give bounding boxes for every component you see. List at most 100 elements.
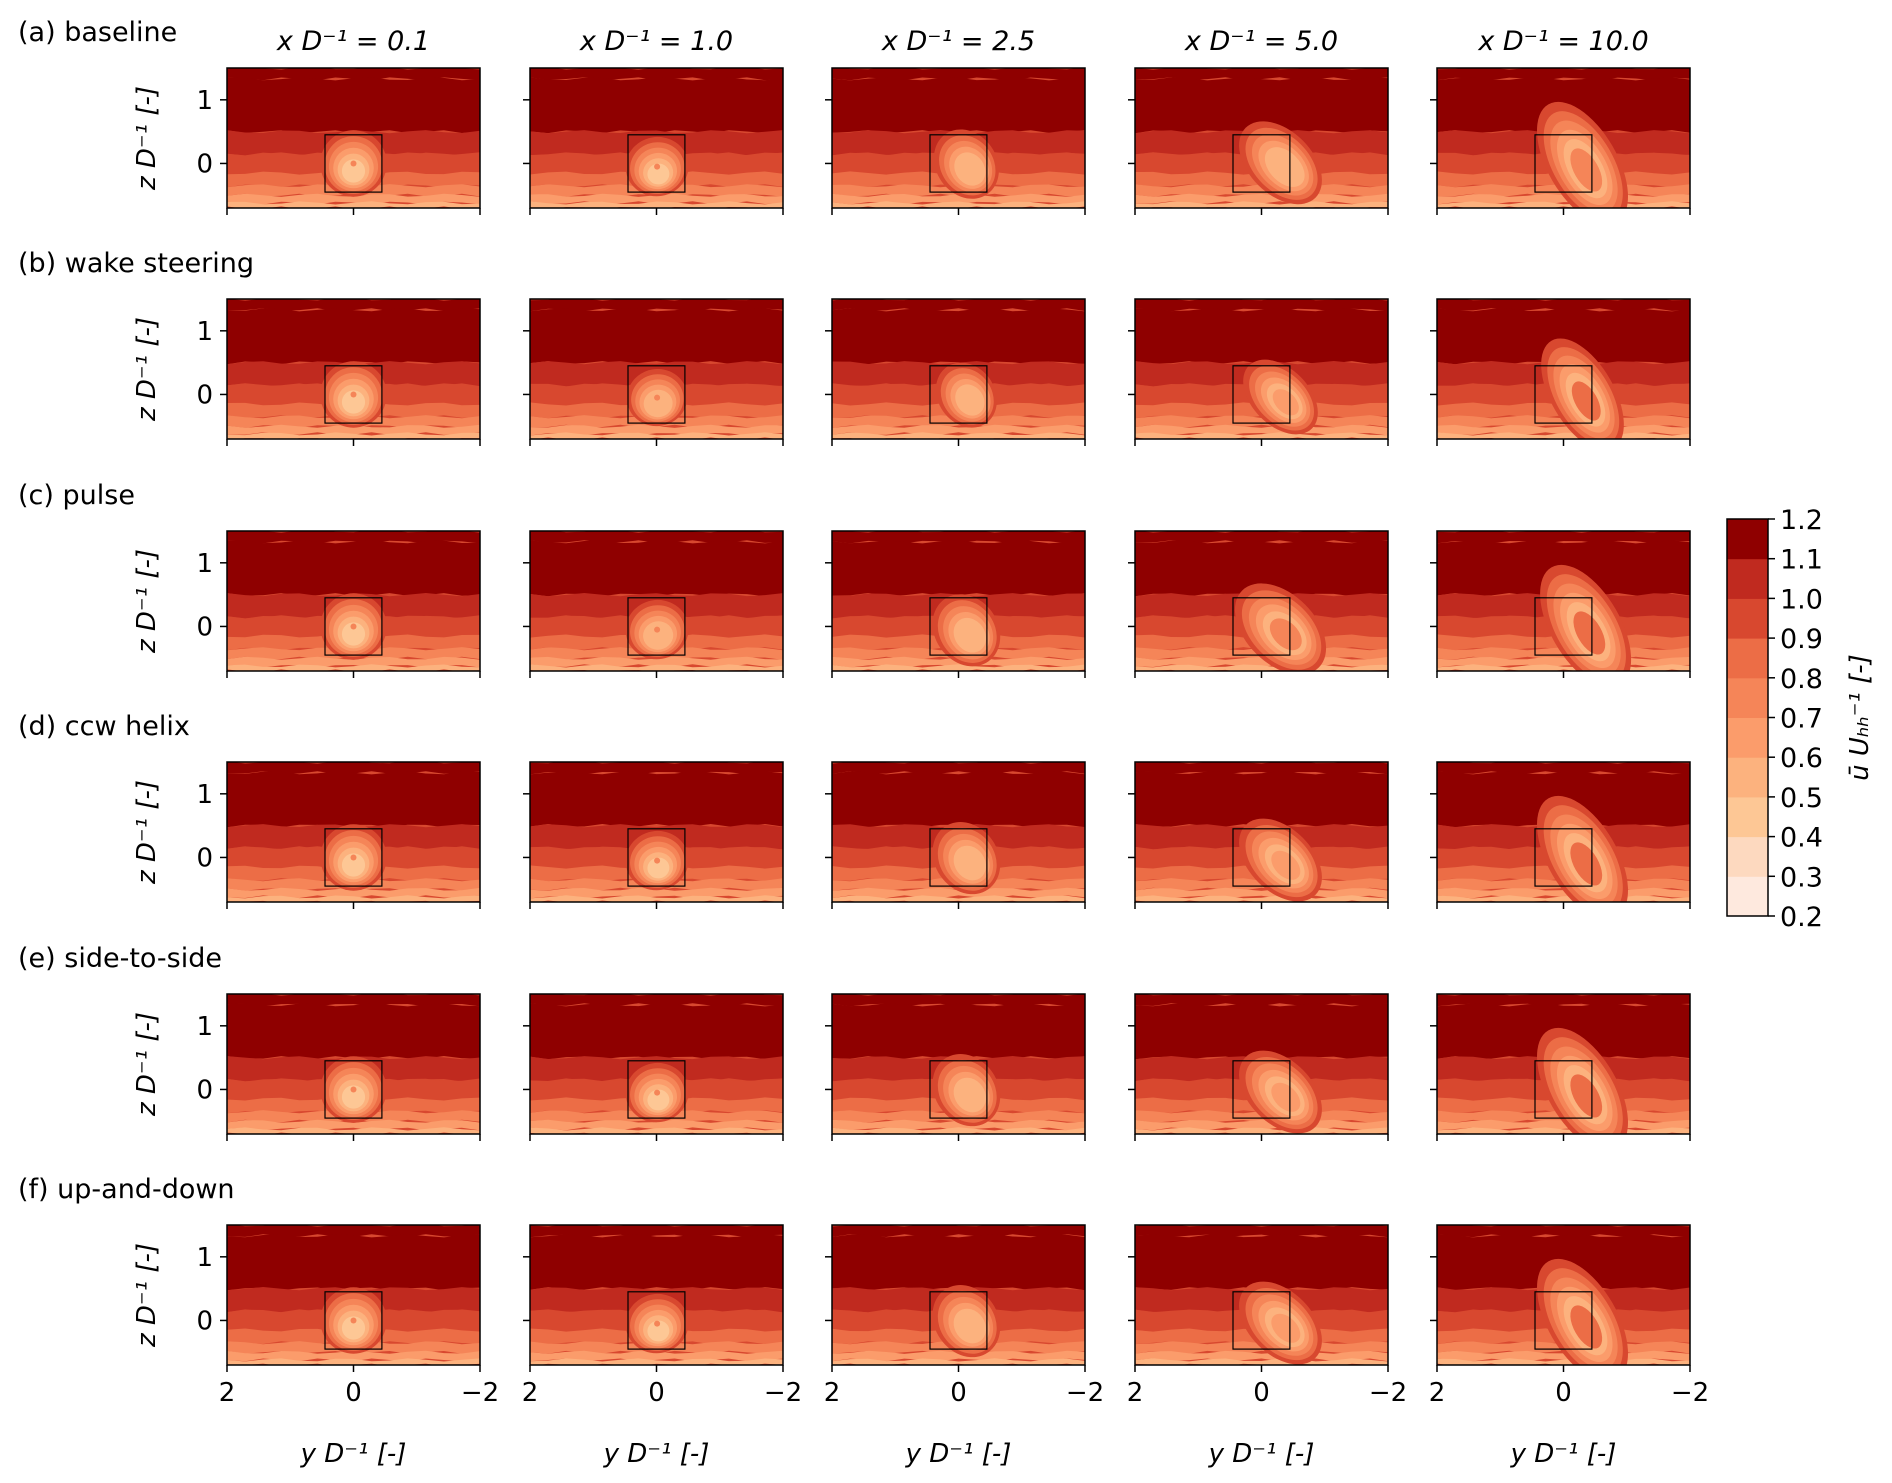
wake-contour-level — [1271, 850, 1301, 880]
inflow-contour-band — [832, 994, 1085, 1007]
rotor-box — [324, 365, 383, 424]
inflow-contour-band — [227, 193, 480, 205]
inflow-contour-band — [227, 994, 480, 1007]
inflow-contour-band — [1135, 184, 1388, 197]
inflow-contour-band — [227, 68, 480, 81]
inflow-contour-band — [530, 887, 783, 899]
inflow-contour-band — [832, 1003, 1085, 1059]
colorbar-segment — [1727, 836, 1768, 877]
rotor-box — [1232, 828, 1291, 887]
wake-contour-level — [1570, 148, 1603, 192]
x-tick-label: −2 — [764, 1378, 802, 1408]
x-tick-label: 2 — [824, 1378, 841, 1408]
wake-contour-level — [647, 857, 670, 879]
wake-contours — [1239, 121, 1322, 205]
hub-marker — [350, 391, 357, 398]
y-tick-label: 1 — [196, 1012, 213, 1042]
inflow-contour-band — [1437, 424, 1690, 435]
contour-fill — [832, 68, 1085, 208]
inflow-contour-band — [530, 664, 783, 671]
rotor-box — [627, 1060, 686, 1119]
contour-panel — [825, 993, 1086, 1141]
y-tick-label: 1 — [196, 549, 213, 579]
inflow-contour-band — [530, 1127, 783, 1134]
y-tick-label: 0 — [196, 149, 213, 179]
wake-contours — [1234, 583, 1327, 671]
x-tick-label: 2 — [522, 1378, 539, 1408]
rotor-box — [929, 134, 988, 193]
rotor-box — [929, 1060, 988, 1119]
hub-marker — [350, 854, 357, 861]
inflow-contour-band — [530, 201, 783, 208]
rotor-box — [627, 597, 686, 656]
wake-contour-level — [958, 851, 983, 877]
colorbar-segment — [1727, 558, 1768, 599]
y-tick-label: 1 — [196, 780, 213, 810]
contour-panel: 10 — [196, 298, 481, 446]
contour-panel — [523, 67, 784, 215]
wake-contour-level — [647, 163, 670, 185]
contour-panel — [1128, 530, 1389, 678]
inflow-contour-band — [1135, 531, 1388, 543]
inflow-contour-band — [1135, 1350, 1388, 1362]
x-axis-label: y D⁻¹ [-] — [300, 1439, 407, 1469]
inflow-contour-band — [1437, 1225, 1690, 1238]
x-tick-label: −2 — [1369, 1378, 1407, 1408]
inflow-contour-band — [1135, 664, 1388, 671]
inflow-contour-band — [530, 531, 783, 543]
wake-contours — [1537, 795, 1628, 902]
contour-fill — [832, 299, 1085, 439]
inflow-contour-band — [227, 664, 480, 671]
contour-fill — [1135, 762, 1388, 902]
contour-panel — [825, 761, 1086, 909]
inflow-contour-band — [832, 531, 1085, 544]
y-tick-label: 0 — [196, 1306, 213, 1336]
inflow-contour-band — [832, 299, 1085, 311]
inflow-contour-band — [1135, 193, 1388, 204]
inflow-contour-band — [832, 1225, 1085, 1237]
inflow-contour-band — [1135, 762, 1388, 775]
hub-marker — [350, 160, 357, 167]
wake-contour-level — [341, 853, 366, 877]
x-tick-label: 0 — [1555, 1378, 1572, 1408]
wake-contour-level — [1570, 1074, 1603, 1118]
inflow-contour-band — [832, 308, 1085, 365]
wake-contour-level — [1271, 153, 1301, 183]
inflow-contour-band — [1135, 540, 1388, 597]
inflow-contour-band — [530, 1225, 783, 1238]
column-title: x D⁻¹ = 5.0 — [1184, 26, 1338, 57]
rotor-box — [1232, 1291, 1291, 1350]
column-title: x D⁻¹ = 2.5 — [881, 26, 1035, 57]
contour-fill — [530, 994, 783, 1134]
inflow-contour-band — [1135, 308, 1388, 364]
x-tick-label: 0 — [1253, 1378, 1270, 1408]
inflow-contour-band — [1437, 762, 1690, 774]
inflow-contour-band — [832, 68, 1085, 81]
wake-contours — [935, 362, 997, 428]
rotor-box — [324, 1291, 383, 1350]
colorbar-segment — [1727, 876, 1768, 917]
contour-panel — [825, 67, 1086, 215]
contour-fill — [1135, 994, 1388, 1134]
contour-panel — [1128, 761, 1389, 909]
inflow-contour-band — [530, 771, 783, 827]
y-tick-label: 1 — [196, 1243, 213, 1273]
inflow-contour-band — [227, 1119, 480, 1131]
inflow-contour-band — [832, 762, 1085, 774]
rotor-box — [627, 134, 686, 193]
wake-contour-level — [647, 1089, 670, 1111]
wake-contour-level — [1272, 389, 1299, 416]
y-tick-label: 1 — [196, 317, 213, 347]
inflow-contour-band — [530, 1234, 783, 1290]
hub-marker — [350, 623, 357, 630]
inflow-contour-band — [227, 887, 480, 898]
inflow-contour-band — [530, 540, 783, 597]
wake-contours — [932, 1285, 1001, 1358]
x-tick-label: 2 — [1127, 1378, 1144, 1408]
inflow-contour-band — [530, 299, 783, 312]
wake-contour-level — [341, 390, 366, 414]
wake-contours — [1537, 1258, 1628, 1365]
figure-labels: (a) baseline z D⁻¹ [-] (b) wake steering z … — [18, 17, 1649, 1348]
inflow-contour-band — [227, 540, 480, 596]
hub-marker — [654, 626, 661, 633]
